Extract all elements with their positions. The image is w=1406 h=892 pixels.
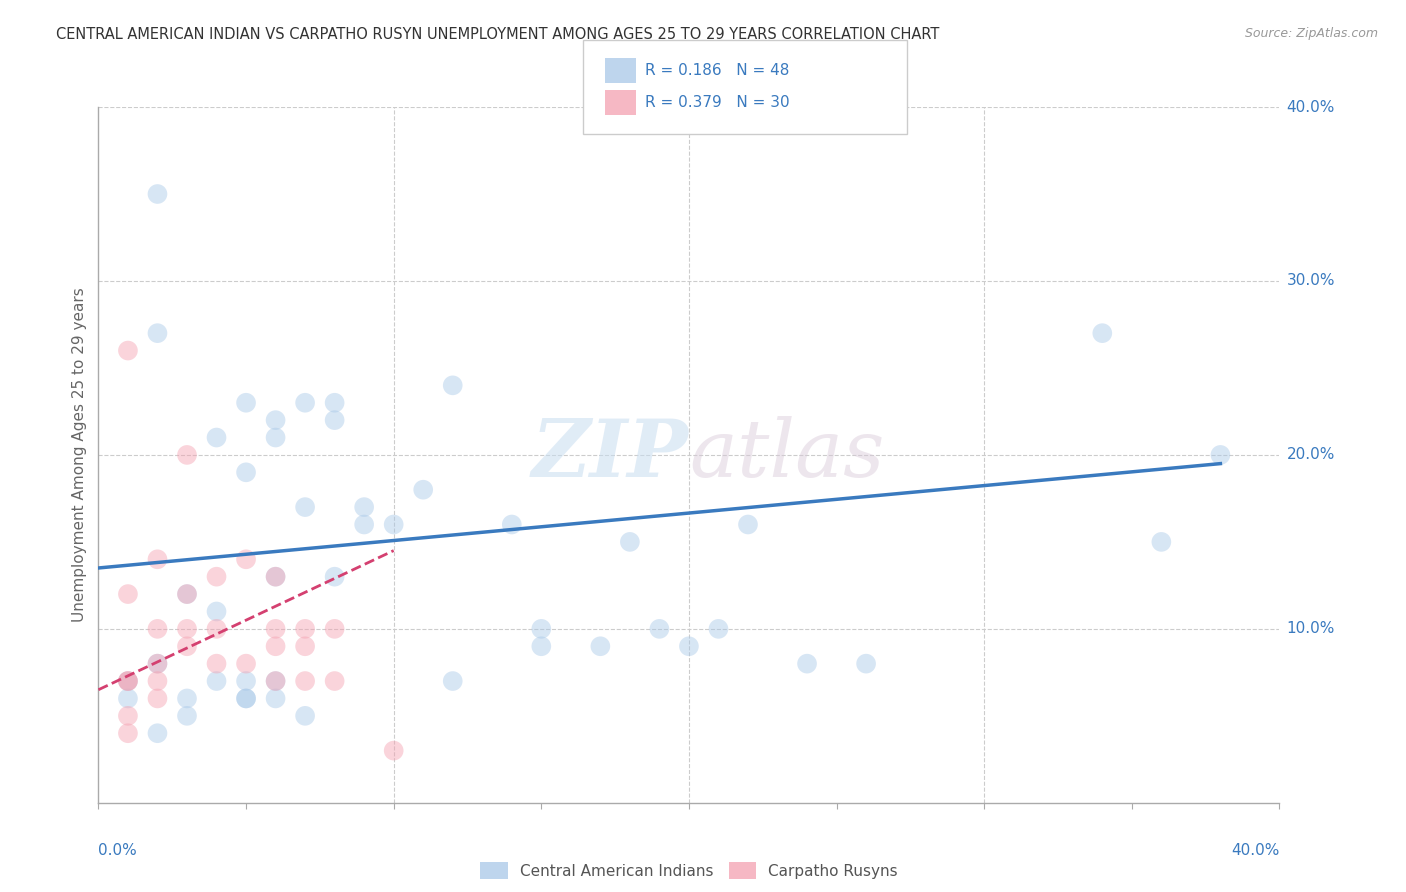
Point <box>264 570 287 584</box>
Point <box>441 378 464 392</box>
Point <box>146 674 169 689</box>
Point <box>441 674 464 689</box>
Point <box>146 187 169 202</box>
Point <box>412 483 434 497</box>
Text: R = 0.186   N = 48: R = 0.186 N = 48 <box>645 63 790 78</box>
Point <box>589 639 612 653</box>
Y-axis label: Unemployment Among Ages 25 to 29 years: Unemployment Among Ages 25 to 29 years <box>72 287 87 623</box>
Point <box>619 534 641 549</box>
Point <box>235 552 257 566</box>
Point <box>176 448 198 462</box>
Point <box>294 396 316 410</box>
Point <box>117 343 139 358</box>
Point <box>146 552 169 566</box>
Point <box>146 657 169 671</box>
Point <box>530 622 553 636</box>
Point <box>146 622 169 636</box>
Point <box>796 657 818 671</box>
Point <box>176 587 198 601</box>
Point <box>323 396 346 410</box>
Point <box>235 691 257 706</box>
Text: R = 0.379   N = 30: R = 0.379 N = 30 <box>645 95 790 110</box>
Point <box>707 622 730 636</box>
Point <box>176 622 198 636</box>
Point <box>176 587 198 601</box>
Point <box>176 639 198 653</box>
Point <box>501 517 523 532</box>
Point <box>1150 534 1173 549</box>
Point <box>1209 448 1232 462</box>
Point <box>1091 326 1114 340</box>
Point <box>382 517 405 532</box>
Point <box>264 674 287 689</box>
Point <box>235 466 257 480</box>
Point <box>264 691 287 706</box>
Text: CENTRAL AMERICAN INDIAN VS CARPATHO RUSYN UNEMPLOYMENT AMONG AGES 25 TO 29 YEARS: CENTRAL AMERICAN INDIAN VS CARPATHO RUSY… <box>56 27 939 42</box>
Point <box>117 587 139 601</box>
Point <box>205 431 228 445</box>
Point <box>264 639 287 653</box>
Legend: Central American Indians, Carpatho Rusyns: Central American Indians, Carpatho Rusyn… <box>474 855 904 886</box>
Point <box>117 674 139 689</box>
Point <box>176 691 198 706</box>
Point <box>737 517 759 532</box>
Text: Source: ZipAtlas.com: Source: ZipAtlas.com <box>1244 27 1378 40</box>
Point <box>117 674 139 689</box>
Point <box>294 622 316 636</box>
Point <box>855 657 877 671</box>
Point <box>648 622 671 636</box>
Point <box>264 431 287 445</box>
Point <box>353 517 375 532</box>
Point <box>530 639 553 653</box>
Point <box>205 605 228 619</box>
Point <box>235 674 257 689</box>
Text: 40.0%: 40.0% <box>1232 843 1279 858</box>
Text: 10.0%: 10.0% <box>1286 622 1334 636</box>
Point <box>264 674 287 689</box>
Point <box>146 691 169 706</box>
Point <box>235 691 257 706</box>
Point <box>146 326 169 340</box>
Point <box>323 413 346 427</box>
Point <box>146 726 169 740</box>
Point <box>176 708 198 723</box>
Text: 20.0%: 20.0% <box>1286 448 1334 462</box>
Point <box>205 674 228 689</box>
Point <box>117 691 139 706</box>
Point <box>146 657 169 671</box>
Point <box>117 674 139 689</box>
Text: 0.0%: 0.0% <box>98 843 138 858</box>
Point <box>264 622 287 636</box>
Point <box>294 708 316 723</box>
Point <box>264 570 287 584</box>
Point <box>323 622 346 636</box>
Text: 40.0%: 40.0% <box>1286 100 1334 114</box>
Text: ZIP: ZIP <box>531 417 689 493</box>
Point <box>294 674 316 689</box>
Text: atlas: atlas <box>689 417 884 493</box>
Point <box>205 622 228 636</box>
Text: 30.0%: 30.0% <box>1286 274 1334 288</box>
Point <box>294 639 316 653</box>
Point <box>382 744 405 758</box>
Point <box>117 708 139 723</box>
Point <box>235 657 257 671</box>
Point <box>294 500 316 514</box>
Point <box>323 674 346 689</box>
Point <box>323 570 346 584</box>
Point <box>205 570 228 584</box>
Point <box>235 396 257 410</box>
Point <box>205 657 228 671</box>
Point <box>353 500 375 514</box>
Point <box>264 413 287 427</box>
Point <box>678 639 700 653</box>
Point <box>117 726 139 740</box>
